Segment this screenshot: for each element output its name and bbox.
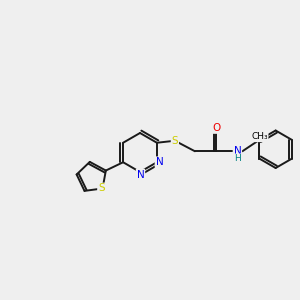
Text: CH₃: CH₃ bbox=[251, 132, 268, 141]
Text: O: O bbox=[212, 123, 220, 133]
Text: N: N bbox=[136, 169, 144, 179]
Text: S: S bbox=[98, 184, 105, 194]
Text: S: S bbox=[172, 136, 178, 146]
Text: H: H bbox=[234, 154, 241, 163]
Text: N: N bbox=[155, 157, 163, 167]
Text: N: N bbox=[233, 146, 241, 156]
